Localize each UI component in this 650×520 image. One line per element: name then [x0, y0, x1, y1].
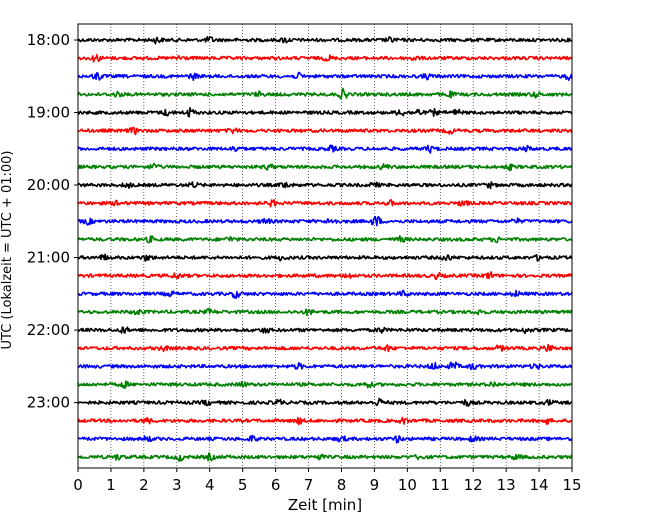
x-tick-label: 1	[106, 476, 116, 494]
x-tick-label: 11	[431, 476, 450, 494]
x-tick-label: 3	[172, 476, 182, 494]
seismic-trace	[78, 434, 573, 444]
seismic-trace	[77, 198, 573, 208]
seismic-trace	[77, 380, 573, 389]
seismic-traces	[77, 36, 573, 462]
y-tick-label: 21:00	[27, 249, 70, 267]
seismic-trace	[77, 126, 573, 136]
seismic-trace	[77, 36, 573, 45]
seismic-trace	[77, 144, 573, 154]
y-tick-label: 20:00	[27, 176, 70, 194]
seismic-trace	[77, 181, 573, 190]
seismic-trace	[77, 235, 573, 244]
y-tick-label: 23:00	[27, 394, 70, 412]
x-tick-label: 13	[497, 476, 516, 494]
x-tick-label: 5	[238, 476, 248, 494]
x-tick-label: 0	[73, 476, 83, 494]
seismic-trace	[77, 289, 573, 300]
seismic-trace	[77, 162, 573, 172]
x-tick-label: 10	[398, 476, 417, 494]
seismic-trace	[77, 215, 573, 227]
y-tick-label: 22:00	[27, 321, 70, 339]
x-axis-ticks: 0 1 2 3 4 5 6 7 8 9 10 11 12 13 14 15	[73, 468, 582, 494]
seismic-trace	[77, 53, 573, 63]
x-tick-label: 6	[271, 476, 281, 494]
x-tick-label: 12	[464, 476, 483, 494]
x-gridlines	[110, 24, 540, 468]
seismic-trace	[77, 307, 573, 317]
seismic-trace	[77, 343, 573, 353]
seismic-trace	[77, 416, 573, 426]
y-axis-ticks: 18:00 19:00 20:00 21:00 22:00 23:00	[27, 31, 78, 412]
seismic-trace	[77, 397, 573, 407]
x-tick-label: 7	[304, 476, 314, 494]
y-axis-label: UTC (Lokalzeit = UTC + 01:00)	[0, 151, 15, 350]
y-tick-label: 18:00	[27, 31, 70, 49]
x-tick-label: 4	[205, 476, 215, 494]
seismic-trace	[77, 271, 573, 281]
x-tick-label: 8	[337, 476, 347, 494]
x-tick-label: 15	[562, 476, 581, 494]
seismic-trace	[77, 452, 573, 462]
x-tick-label: 9	[370, 476, 380, 494]
x-axis-label: Zeit [min]	[288, 496, 362, 514]
seismic-trace	[77, 253, 573, 262]
plot-frame	[77, 23, 573, 469]
x-tick-label: 14	[530, 476, 549, 494]
seismic-trace	[77, 326, 573, 335]
seismic-trace	[77, 107, 573, 118]
seismic-trace	[77, 71, 573, 81]
x-tick-label: 2	[139, 476, 149, 494]
seismic-trace	[77, 87, 573, 100]
seismic-trace	[77, 361, 573, 370]
y-tick-label: 19:00	[27, 104, 70, 122]
